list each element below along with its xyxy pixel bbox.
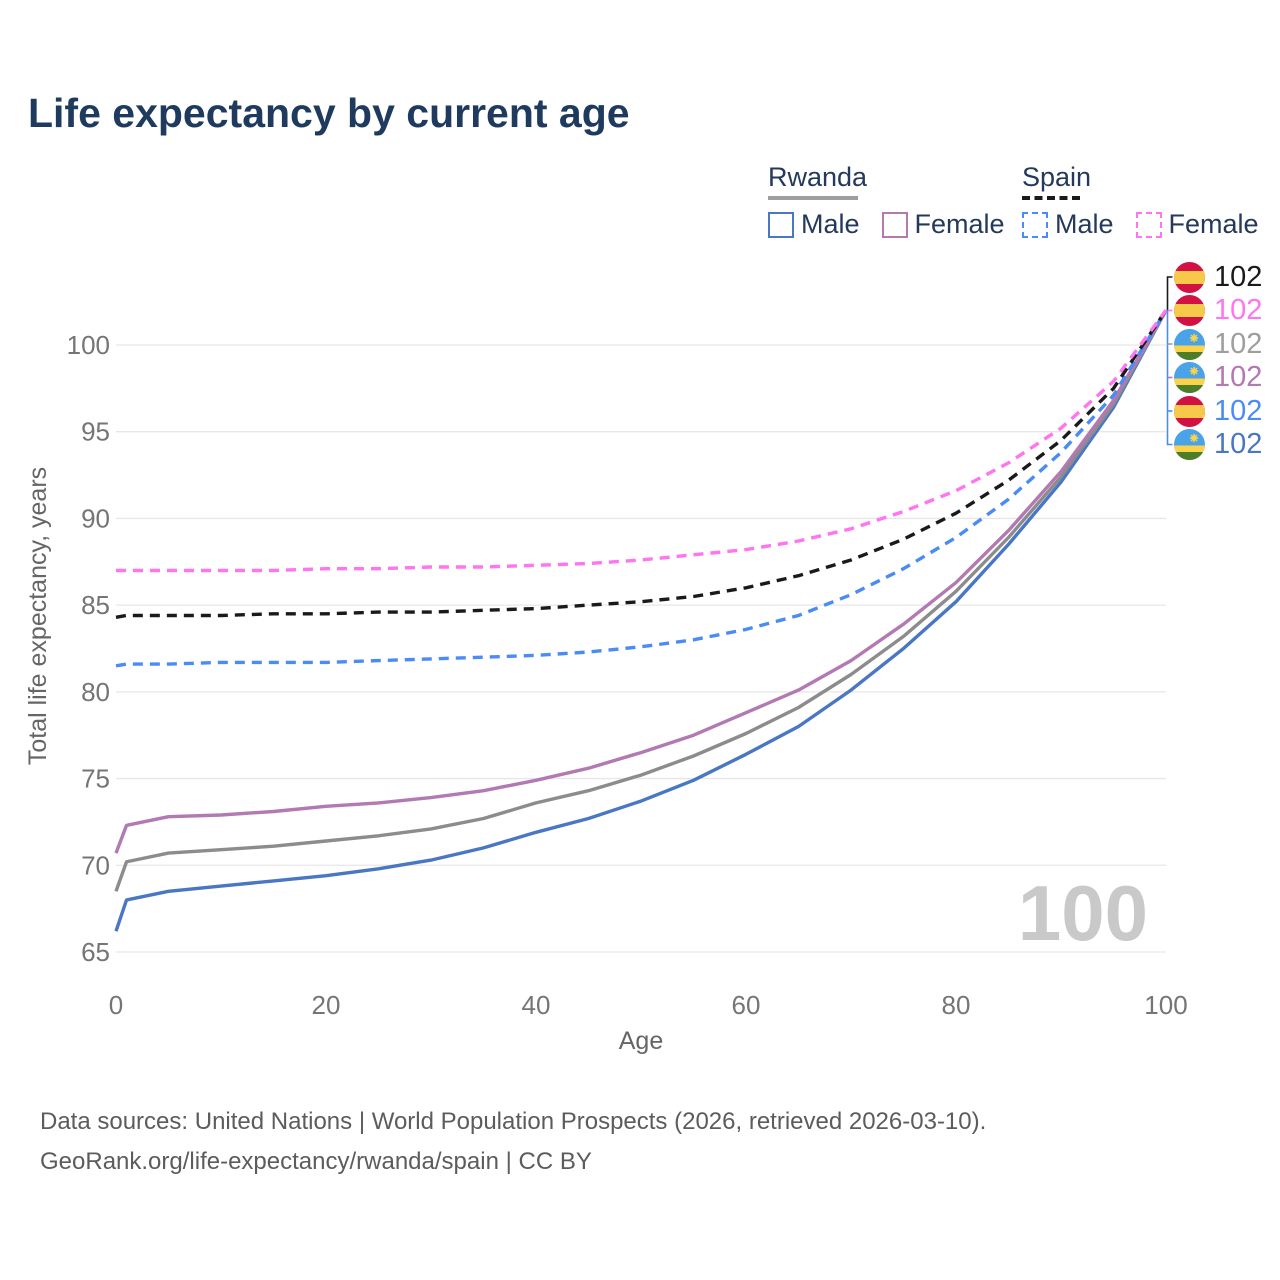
series-line-spain-female[interactable]: [116, 309, 1168, 573]
spain-flag-icon: [1174, 261, 1205, 293]
end-value: 102: [1214, 394, 1263, 427]
y-tick-label-65: 65: [81, 937, 110, 967]
y-tick-label-70: 70: [81, 850, 110, 880]
legend-swatch-spain-male[interactable]: [1022, 211, 1048, 238]
end-label-spain-both: 102: [1174, 260, 1263, 293]
x-tick-label-20: 20: [312, 990, 341, 1020]
legend-swatch-rwanda-female[interactable]: [881, 211, 908, 238]
x-tick-label-100: 100: [1144, 990, 1187, 1020]
attribution-text: GeoRank.org/life-expectancy/rwanda/spain…: [40, 1148, 592, 1175]
end-label-rwanda-both: 102: [1174, 327, 1263, 360]
x-axis-title: Age: [619, 1027, 663, 1055]
legend-item-spain-female[interactable]: Female: [1135, 209, 1259, 240]
rwanda-flag-icon: [1174, 328, 1205, 360]
end-value: 102: [1214, 294, 1263, 326]
end-label-spain-male: 102: [1174, 394, 1263, 427]
y-tick-label-90: 90: [81, 503, 110, 533]
end-label-rwanda-male: 102: [1174, 429, 1262, 460]
legend-group-rwanda: Rwanda Male Female: [768, 162, 1027, 240]
x-tick-label-60: 60: [732, 990, 761, 1020]
legend-underline-dashed: [1022, 196, 1080, 200]
legend-header-rwanda: Rwanda: [768, 162, 868, 192]
legend-header-spain: Spain: [1022, 162, 1092, 192]
legend-row-rwanda: Male Female: [768, 209, 1027, 240]
legend-underline-solid: [768, 196, 858, 200]
rwanda-flag-icon: [1174, 362, 1205, 393]
x-tick-label-40: 40: [522, 990, 551, 1020]
series-line-rwanda-male[interactable]: [114, 309, 1168, 932]
spain-flag-icon: [1174, 295, 1205, 326]
legend-label-rwanda-male: Male: [801, 209, 860, 239]
legend-row-spain: Male Female: [1022, 209, 1280, 240]
legend-item-spain-male[interactable]: Male: [1022, 209, 1114, 240]
spain-flag-icon: [1174, 395, 1205, 427]
y-tick-label-95: 95: [81, 417, 110, 447]
legend-item-rwanda-male[interactable]: Male: [768, 209, 860, 240]
end-value: 102: [1214, 327, 1263, 360]
label-connector-top: [1166, 276, 1173, 311]
series-line-rwanda-female[interactable]: [114, 309, 1168, 854]
end-label-spain-female: 102: [1174, 295, 1262, 326]
end-value: 102: [1214, 428, 1263, 460]
series-line-spain-both-sexes[interactable]: [115, 309, 1168, 619]
y-axis-title: Total life expectancy, years: [24, 467, 52, 765]
y-tick-label-75: 75: [81, 764, 110, 794]
age-watermark: 100: [1017, 869, 1148, 957]
series-line-spain-male[interactable]: [115, 309, 1168, 668]
data-sources-text: Data sources: United Nations | World Pop…: [40, 1108, 987, 1135]
legend-item-rwanda-female[interactable]: Female: [881, 209, 1005, 240]
legend-swatch-spain-female[interactable]: [1135, 211, 1162, 238]
page-title: Life expectancy by current age: [28, 90, 630, 136]
legend-label-spain-male: Male: [1055, 209, 1114, 239]
y-tick-label-100: 100: [67, 330, 110, 360]
y-tick-label-80: 80: [81, 677, 110, 707]
series-line-rwanda-both-sexes[interactable]: [114, 309, 1168, 892]
legend-swatch-rwanda-male[interactable]: [768, 211, 794, 238]
legend-label-spain-female: Female: [1168, 209, 1259, 239]
end-value: 102: [1214, 361, 1263, 393]
x-tick-label-80: 80: [942, 990, 971, 1020]
y-tick-label-85: 85: [81, 590, 110, 620]
label-connector-bottom: [1166, 310, 1173, 446]
legend-group-spain: Spain Male Female: [1022, 162, 1280, 240]
x-tick-label-0: 0: [109, 990, 123, 1020]
legend-label-rwanda-female: Female: [914, 209, 1005, 239]
end-label-rwanda-female: 102: [1174, 362, 1262, 393]
end-value: 102: [1214, 260, 1263, 293]
rwanda-flag-icon: [1174, 429, 1205, 460]
